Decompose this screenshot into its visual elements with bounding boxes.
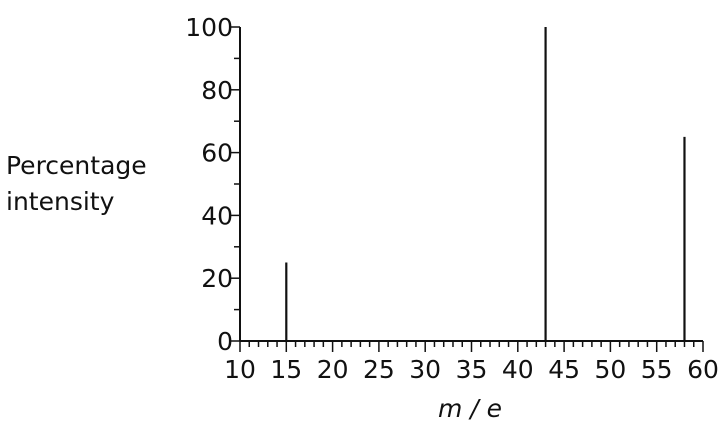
y-tick-label: 20: [201, 264, 233, 293]
x-tick-label: 40: [502, 355, 534, 384]
y-tick-label: 60: [201, 139, 233, 168]
x-tick-label: 15: [270, 355, 302, 384]
x-tick-label: 35: [456, 355, 488, 384]
bars: [285, 27, 686, 341]
x-tick-label: 55: [641, 355, 673, 384]
y-tick-label: 100: [185, 13, 233, 42]
y-axis-label-line-2: intensity: [6, 187, 115, 216]
axes: 10 15 20 25 30 35 40 45 50 55 60 0 20 40 60 80 100: [185, 13, 719, 384]
x-axis-label: m / e: [438, 394, 502, 423]
x-tick-label: 50: [594, 355, 626, 384]
x-tick-label: 10: [224, 355, 256, 384]
x-tick-label: 30: [409, 355, 441, 384]
y-tick-label: 40: [201, 201, 233, 230]
x-tick-label: 45: [548, 355, 580, 384]
x-tick-label: 20: [317, 355, 349, 384]
y-tick-label: 80: [201, 76, 233, 105]
x-tick-label: 60: [687, 355, 719, 384]
x-axis-label-text: m / e: [438, 394, 502, 423]
y-tick-label: 0: [217, 327, 233, 356]
y-axis-label-line-1: Percentage: [6, 151, 147, 180]
x-tick-label: 25: [363, 355, 395, 384]
